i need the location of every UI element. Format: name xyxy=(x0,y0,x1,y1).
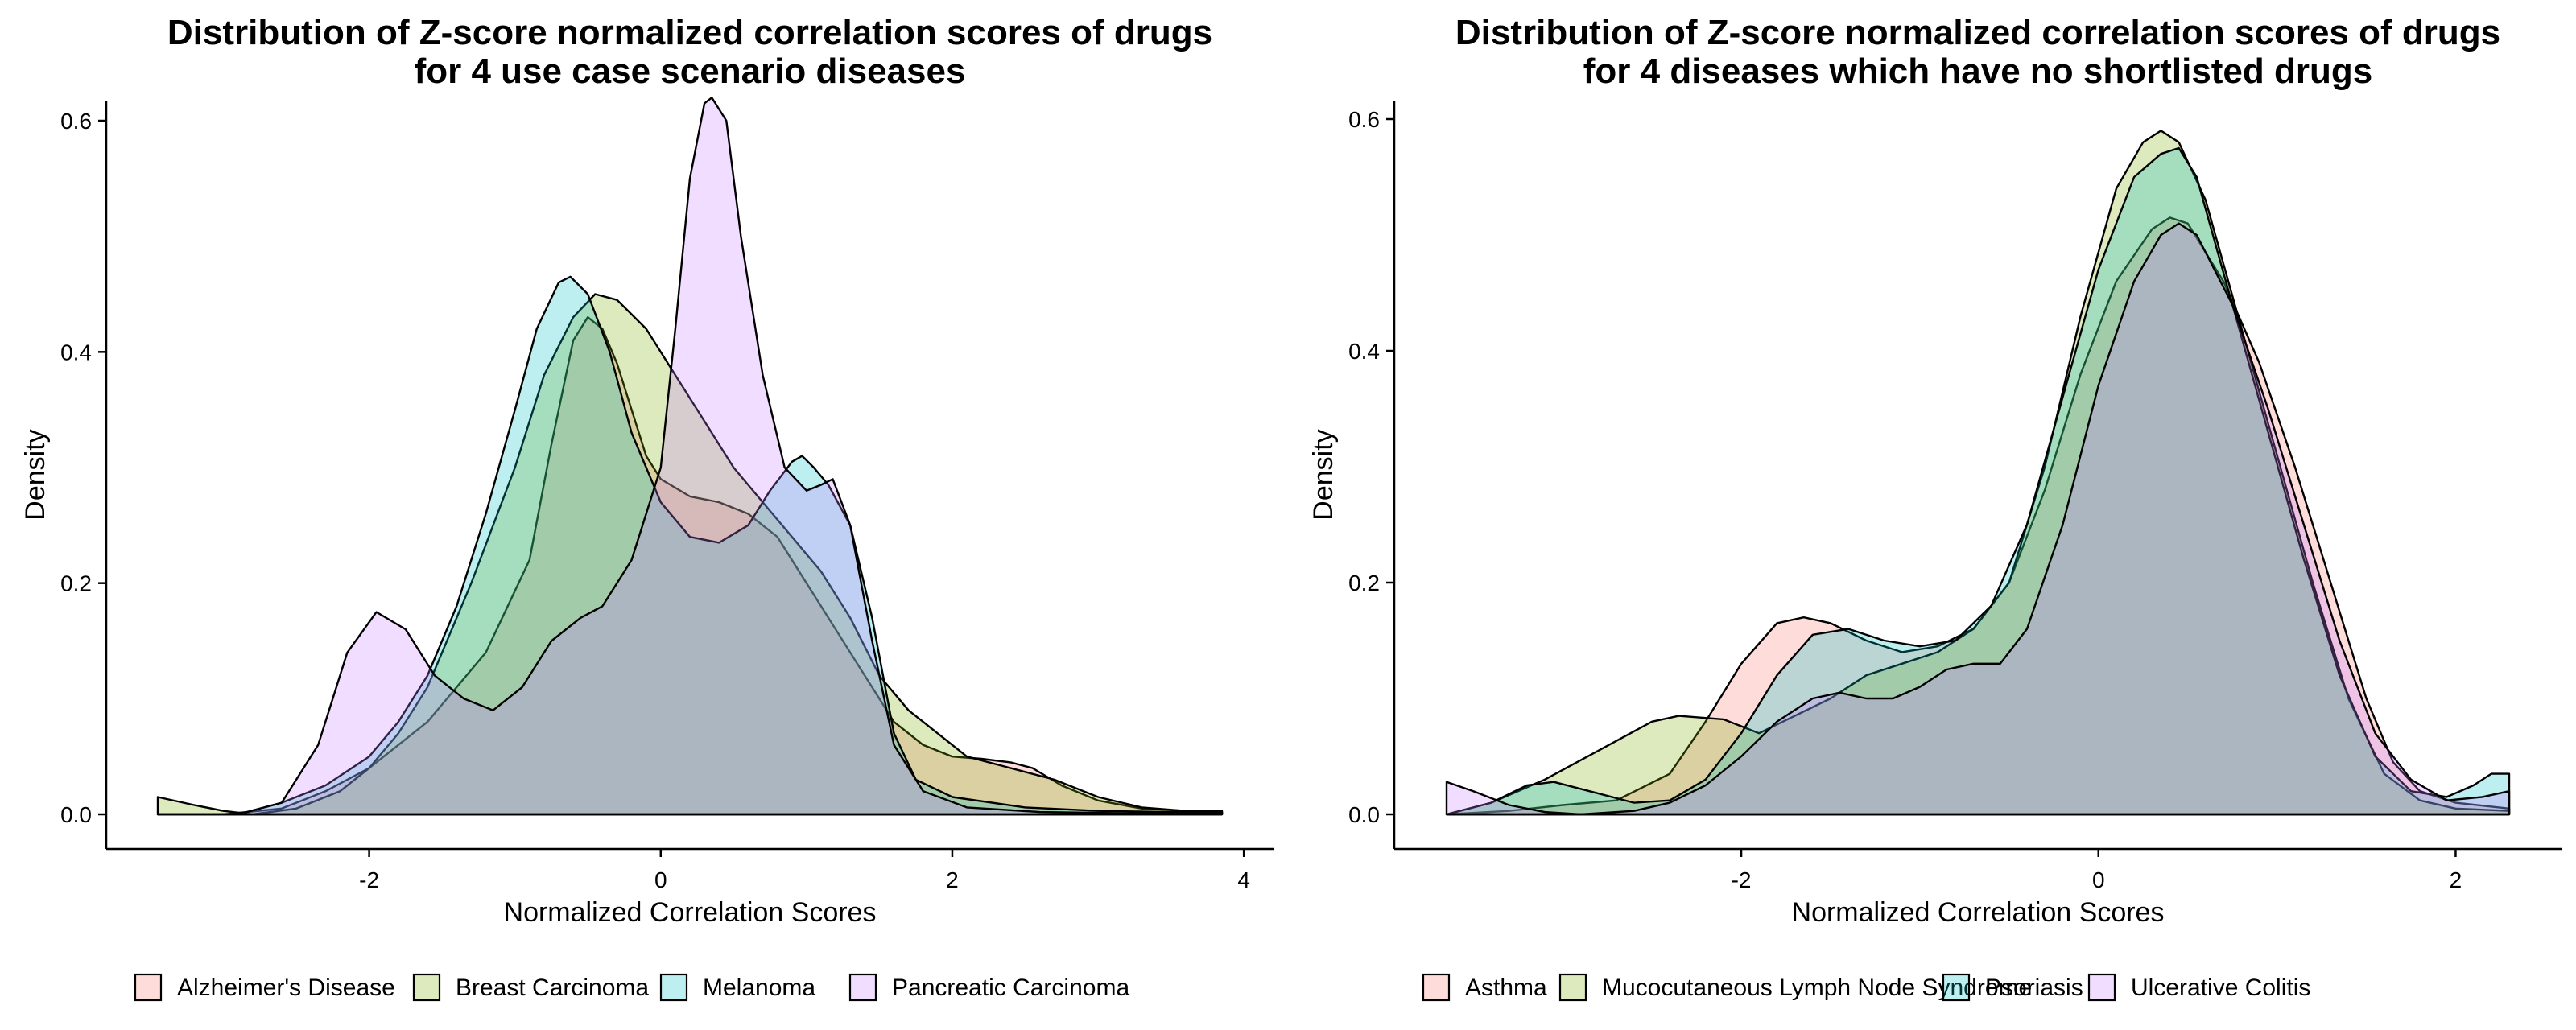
x-tick-label: 4 xyxy=(1237,867,1250,892)
density-area-psoriasis xyxy=(1445,146,2511,816)
density-area-ulcerative-colitis xyxy=(1445,222,2511,816)
y-tick-label: 0.0 xyxy=(60,802,92,827)
legend-item: Alzheimer's Disease xyxy=(134,973,395,1002)
y-tick-label: 0.6 xyxy=(60,109,92,134)
density-area-alzheimer-s-disease xyxy=(156,316,1224,816)
y-tick-label: 0.0 xyxy=(1348,802,1380,827)
legend-swatch xyxy=(412,973,441,1002)
legend-label: Ulcerative Colitis xyxy=(2131,974,2310,1001)
legend-item: Ulcerative Colitis xyxy=(2087,973,2310,1002)
y-tick-label: 0.4 xyxy=(60,340,92,365)
legend-label: Melanoma xyxy=(703,974,815,1001)
legend: Alzheimer's Disease Breast Carcinoma Melan… xyxy=(134,973,1129,1002)
chart-title-line-2: for 4 use case scenario diseases xyxy=(415,52,966,91)
y-tick-label: 0.6 xyxy=(1348,107,1380,132)
legend-item: Mucocutaneous Lymph Node Syndrome xyxy=(1558,973,2032,1002)
x-tick-label: 0 xyxy=(654,867,667,892)
legend-item: Psoriasis xyxy=(1942,973,2083,1002)
density-area-melanoma xyxy=(156,275,1224,816)
legend-item: Pancreatic Carcinoma xyxy=(848,973,1129,1002)
legend-swatch xyxy=(1422,973,1451,1002)
x-tick-label: -2 xyxy=(359,867,379,892)
legend-item: Asthma xyxy=(1422,973,1547,1002)
legend-swatch xyxy=(659,973,688,1002)
legend-label: Alzheimer's Disease xyxy=(177,974,395,1001)
y-tick-label: 0.2 xyxy=(1348,571,1380,595)
legend-swatch xyxy=(2087,973,2116,1002)
legend-swatch xyxy=(848,973,877,1002)
legend-label: Asthma xyxy=(1465,974,1547,1001)
legend-label: Mucocutaneous Lymph Node Syndrome xyxy=(1602,974,2032,1001)
legend-swatch xyxy=(1942,973,1971,1002)
legend-item: Breast Carcinoma xyxy=(412,973,649,1002)
y-tick-label: 0.4 xyxy=(1348,339,1380,364)
legend-label: Psoriasis xyxy=(1985,974,2083,1001)
chart-title-line-2: for 4 diseases which have no shortlisted… xyxy=(1583,52,2372,91)
y-axis-label: Density xyxy=(1308,429,1339,520)
chart-title-line-1: Distribution of Z-score normalized corre… xyxy=(1455,13,2500,52)
x-axis-label: Normalized Correlation Scores xyxy=(504,897,877,928)
legend-swatch xyxy=(1558,973,1587,1002)
density-area-breast-carcinoma xyxy=(156,293,1224,816)
chart-title-line-1: Distribution of Z-score normalized corre… xyxy=(167,13,1212,52)
panel-use-case-diseases: Distribution of Z-score normalized corre… xyxy=(20,13,1274,1002)
x-axis-label: Normalized Correlation Scores xyxy=(1792,897,2165,928)
legend-item: Melanoma xyxy=(659,973,815,1002)
legend-label: Breast Carcinoma xyxy=(456,974,649,1001)
y-tick-label: 0.2 xyxy=(60,571,92,596)
density-area-mucocutaneous-lymph-node-syndrome xyxy=(1445,130,2511,816)
legend-label: Pancreatic Carcinoma xyxy=(892,974,1129,1001)
legend-swatch xyxy=(134,973,163,1002)
x-tick-label: 0 xyxy=(2092,867,2105,892)
panel-no-shortlisted-drugs: Distribution of Z-score normalized corre… xyxy=(1308,13,2562,1002)
x-tick-label: 2 xyxy=(946,867,959,892)
x-tick-label: 2 xyxy=(2450,867,2462,892)
density-area-pancreatic-carcinoma xyxy=(156,97,1224,816)
y-axis-label: Density xyxy=(20,429,51,520)
legend: Asthma Mucocutaneous Lymph Node SyndromeP… xyxy=(1422,973,2310,1002)
x-tick-label: -2 xyxy=(1732,867,1752,892)
